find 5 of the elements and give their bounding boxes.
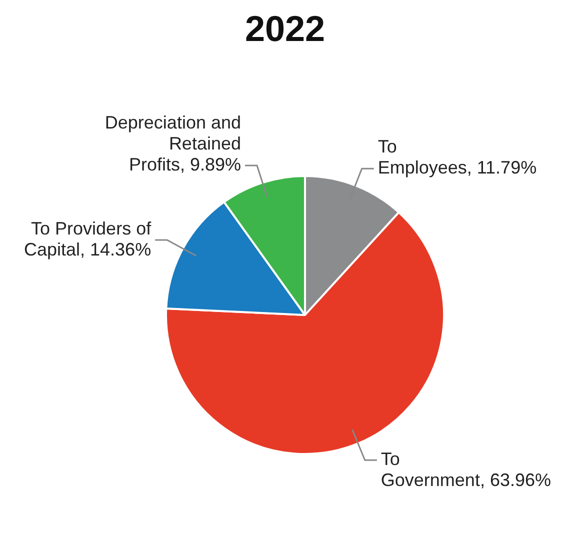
- chart-title: 2022: [244, 8, 326, 50]
- slice-label: To Government, 63.96%: [380, 449, 552, 490]
- slice-label: Depreciation and Retained Profits, 9.89%: [104, 112, 241, 174]
- slice-label: To Employees, 11.79%: [378, 136, 537, 178]
- slice-label: To Providers of Capital, 14.36%: [24, 218, 152, 260]
